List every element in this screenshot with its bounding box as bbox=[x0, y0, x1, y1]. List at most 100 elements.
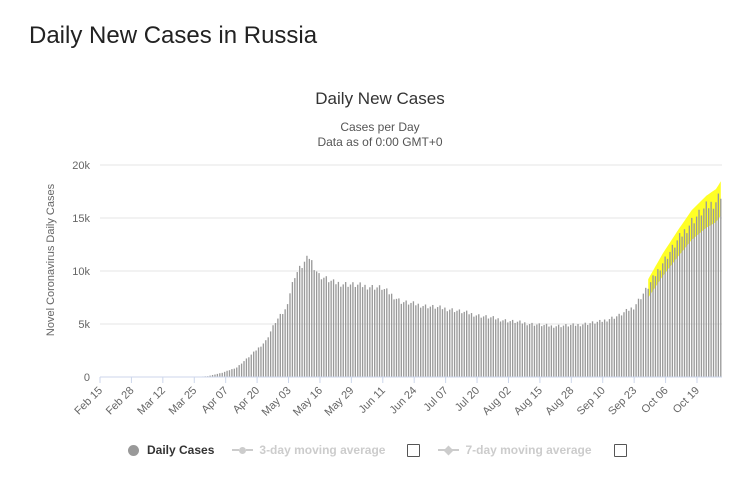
bar[interactable] bbox=[490, 317, 492, 377]
bar[interactable] bbox=[720, 198, 722, 377]
bar[interactable] bbox=[548, 326, 550, 377]
bar[interactable] bbox=[216, 373, 219, 377]
bar[interactable] bbox=[572, 323, 574, 377]
bar[interactable] bbox=[703, 208, 705, 377]
bar[interactable] bbox=[611, 316, 613, 377]
bar[interactable] bbox=[536, 324, 538, 377]
bar[interactable] bbox=[352, 282, 354, 377]
bar[interactable] bbox=[282, 314, 284, 377]
bar[interactable] bbox=[594, 323, 596, 377]
bar[interactable] bbox=[712, 208, 715, 377]
bar[interactable] bbox=[405, 300, 407, 378]
bar[interactable] bbox=[645, 287, 647, 377]
bar[interactable] bbox=[328, 282, 330, 377]
bar[interactable] bbox=[478, 314, 480, 377]
bar[interactable] bbox=[526, 325, 528, 377]
bar[interactable] bbox=[233, 368, 235, 377]
bar[interactable] bbox=[407, 304, 410, 377]
bar[interactable] bbox=[269, 331, 272, 377]
bar[interactable] bbox=[354, 286, 356, 377]
bar[interactable] bbox=[296, 272, 298, 377]
bar[interactable] bbox=[359, 282, 361, 377]
bar[interactable] bbox=[463, 311, 465, 377]
bar[interactable] bbox=[633, 309, 635, 377]
bar[interactable] bbox=[410, 302, 412, 377]
bar[interactable] bbox=[613, 318, 615, 377]
bar[interactable] bbox=[545, 323, 548, 377]
bar[interactable] bbox=[274, 323, 277, 377]
bar[interactable] bbox=[219, 373, 221, 377]
bar[interactable] bbox=[335, 284, 337, 377]
bar[interactable] bbox=[238, 365, 240, 377]
bar[interactable] bbox=[710, 201, 712, 377]
bar[interactable] bbox=[708, 208, 710, 377]
bar[interactable] bbox=[681, 236, 683, 377]
bar[interactable] bbox=[511, 319, 514, 377]
bar[interactable] bbox=[248, 357, 250, 377]
bar[interactable] bbox=[308, 258, 311, 377]
bar[interactable] bbox=[519, 320, 521, 378]
bar[interactable] bbox=[417, 303, 419, 377]
bar[interactable] bbox=[625, 308, 628, 377]
bar[interactable] bbox=[466, 310, 468, 377]
bar[interactable] bbox=[250, 354, 252, 377]
bar[interactable] bbox=[514, 322, 516, 377]
bar[interactable] bbox=[509, 321, 511, 377]
bar[interactable] bbox=[446, 311, 448, 377]
bar[interactable] bbox=[245, 358, 248, 377]
bar[interactable] bbox=[211, 374, 214, 377]
bar[interactable] bbox=[468, 314, 470, 377]
bar[interactable] bbox=[691, 217, 693, 377]
bar[interactable] bbox=[349, 284, 352, 377]
bar[interactable] bbox=[485, 315, 487, 377]
bar[interactable] bbox=[403, 302, 405, 377]
bar[interactable] bbox=[560, 327, 562, 377]
bar[interactable] bbox=[618, 313, 620, 377]
bar[interactable] bbox=[657, 269, 659, 377]
bar[interactable] bbox=[369, 287, 371, 377]
bar[interactable] bbox=[553, 327, 555, 377]
bar[interactable] bbox=[412, 301, 415, 377]
bar[interactable] bbox=[432, 304, 434, 377]
bar[interactable] bbox=[473, 316, 475, 377]
bar[interactable] bbox=[330, 280, 332, 377]
bar[interactable] bbox=[654, 276, 657, 377]
bar[interactable] bbox=[616, 316, 618, 377]
legend-item-7day-average[interactable]: 7-day moving average bbox=[438, 443, 627, 457]
bar[interactable] bbox=[366, 289, 369, 377]
bar[interactable] bbox=[311, 260, 313, 377]
legend-item-3day-average[interactable]: 3-day moving average bbox=[232, 443, 421, 457]
bar[interactable] bbox=[492, 316, 494, 377]
bar[interactable] bbox=[652, 275, 654, 377]
bar[interactable] bbox=[570, 324, 572, 377]
bar[interactable] bbox=[676, 240, 678, 377]
bar[interactable] bbox=[480, 317, 482, 377]
bar[interactable] bbox=[424, 304, 427, 377]
bar[interactable] bbox=[347, 286, 349, 377]
bar[interactable] bbox=[395, 298, 398, 377]
bar[interactable] bbox=[289, 293, 291, 377]
bar[interactable] bbox=[620, 315, 623, 377]
bar[interactable] bbox=[456, 310, 458, 377]
bar[interactable] bbox=[562, 325, 565, 377]
bar[interactable] bbox=[507, 322, 509, 377]
bar[interactable] bbox=[422, 306, 424, 377]
bar[interactable] bbox=[550, 325, 553, 377]
bar[interactable] bbox=[659, 270, 661, 377]
bar[interactable] bbox=[533, 325, 536, 377]
bar[interactable] bbox=[589, 323, 591, 377]
bar[interactable] bbox=[231, 369, 233, 377]
bar[interactable] bbox=[383, 289, 386, 377]
bar[interactable] bbox=[320, 279, 323, 377]
bar[interactable] bbox=[541, 326, 543, 377]
bar[interactable] bbox=[577, 324, 579, 377]
bar[interactable] bbox=[603, 319, 606, 378]
bar[interactable] bbox=[344, 282, 347, 377]
bar[interactable] bbox=[584, 322, 586, 377]
bar[interactable] bbox=[678, 233, 681, 377]
bar[interactable] bbox=[332, 279, 335, 377]
bar[interactable] bbox=[255, 350, 257, 377]
bar[interactable] bbox=[715, 202, 717, 377]
bar[interactable] bbox=[253, 351, 255, 377]
bar[interactable] bbox=[386, 288, 388, 377]
